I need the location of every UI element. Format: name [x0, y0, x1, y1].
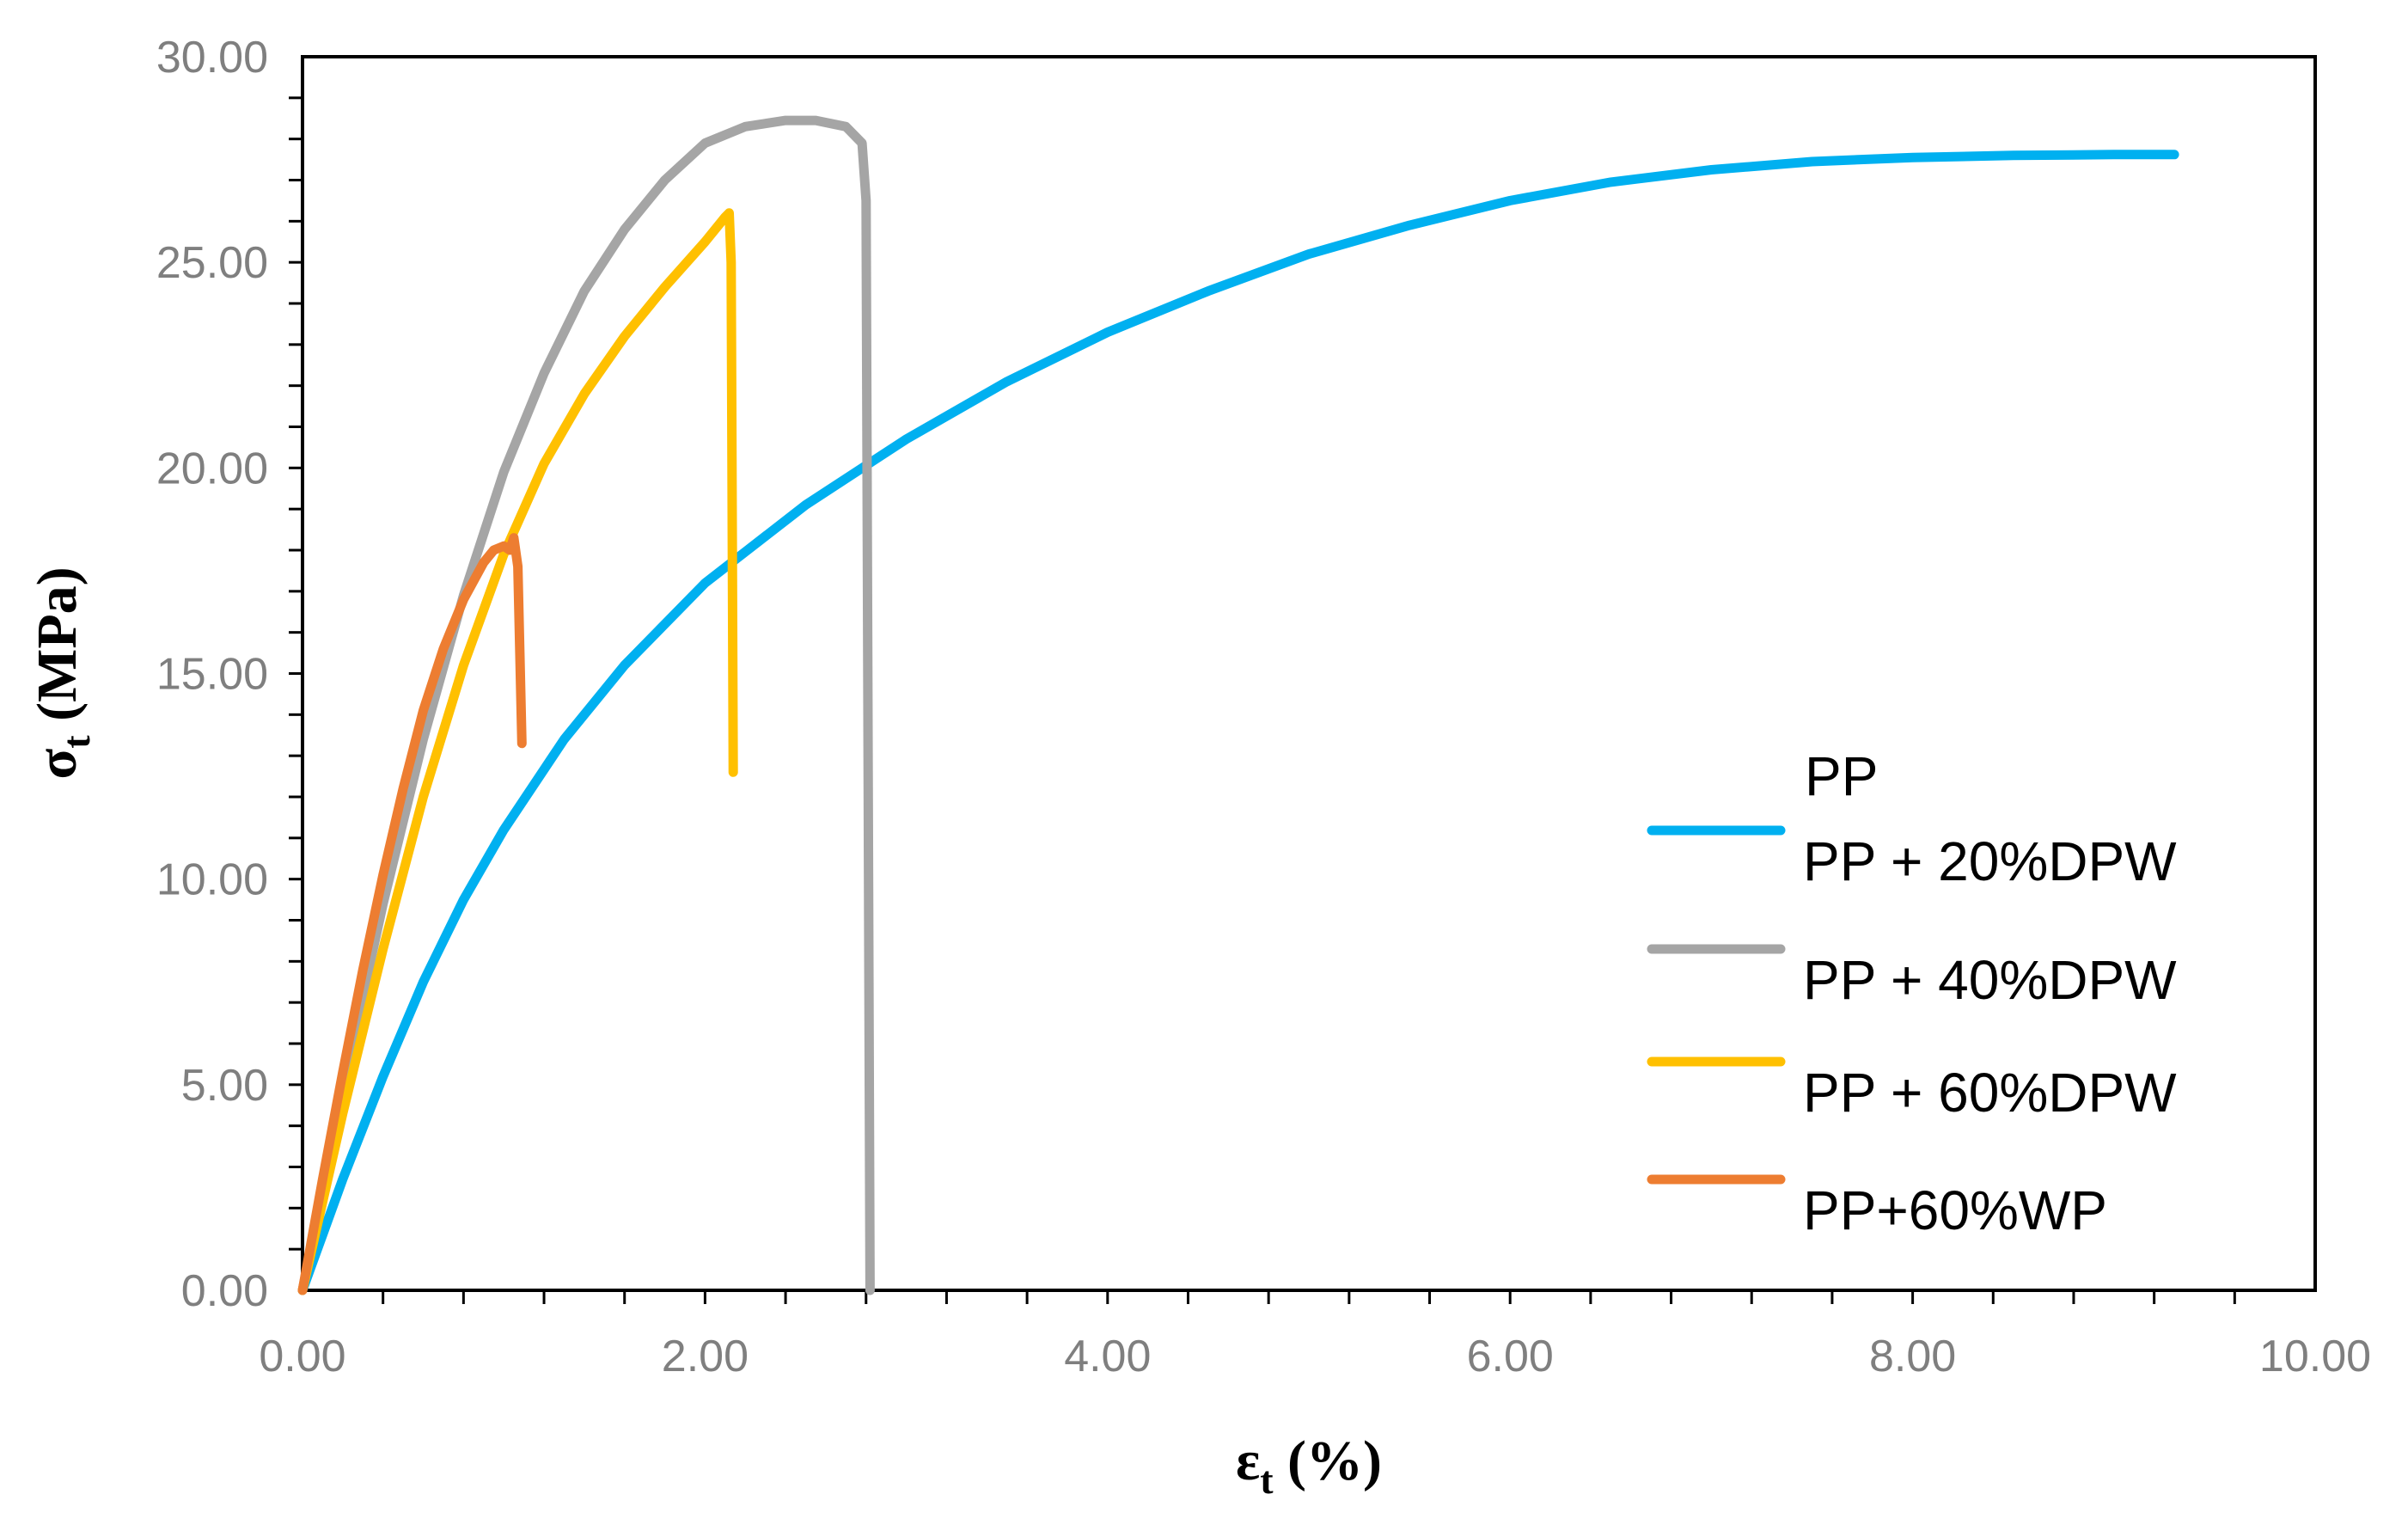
series-line-pp-20-dpw — [297, 150, 2179, 1295]
y-axis-title: σt (MPa) — [26, 566, 98, 779]
x-tick-label: 4.00 — [1064, 1332, 1151, 1381]
legend-label-pp-40-dpw: PP + 40%DPW — [1803, 949, 2177, 1011]
x-tick-labels: 0.00 2.00 4.00 6.00 8.00 10.00 — [259, 1332, 2371, 1381]
y-tick-label: 20.00 — [156, 444, 268, 493]
y-tick-label: 10.00 — [156, 855, 268, 905]
legend-header: PP — [1805, 745, 1878, 807]
y-tick-label: 0.00 — [181, 1266, 268, 1316]
x-axis-title: εt (%) — [1236, 1430, 1382, 1502]
series-layer — [297, 115, 2179, 1295]
minor-ticks — [289, 96, 2236, 1304]
y-axis-unit: (MPa) — [26, 566, 89, 735]
y-tick-label: 30.00 — [156, 33, 268, 83]
series-line-pp-60-wp — [297, 533, 527, 1295]
x-tick-label: 6.00 — [1467, 1332, 1554, 1381]
x-axis-symbol: ε — [1236, 1430, 1260, 1492]
x-tick-label: 0.00 — [259, 1332, 345, 1381]
series-line-pp-60-dpw — [297, 208, 738, 1295]
y-tick-labels: 0.00 5.00 10.00 15.00 20.00 25.00 30.00 — [156, 33, 268, 1316]
x-tick-label: 8.00 — [1869, 1332, 1956, 1381]
x-axis-subscript: t — [1260, 1458, 1274, 1502]
legend: PP PP + 20%DPW PP + 40%DPW PP + 60%DPW PP+6… — [1647, 745, 2177, 1241]
y-tick-label: 25.00 — [156, 238, 268, 288]
y-tick-label: 5.00 — [181, 1061, 268, 1111]
y-tick-label: 15.00 — [156, 650, 268, 700]
y-axis-subscript: t — [54, 735, 98, 749]
x-tick-label: 2.00 — [662, 1332, 749, 1381]
legend-label-pp-60-wp: PP+60%WP — [1803, 1179, 2107, 1241]
series-line-pp-40-dpw — [297, 115, 875, 1295]
legend-label-pp-20-dpw: PP + 20%DPW — [1803, 830, 2177, 892]
y-axis-symbol: σ — [26, 749, 89, 780]
legend-label-pp-60-dpw: PP + 60%DPW — [1803, 1062, 2177, 1124]
x-axis-unit: (%) — [1274, 1430, 1382, 1492]
x-tick-label: 10.00 — [2259, 1332, 2371, 1381]
